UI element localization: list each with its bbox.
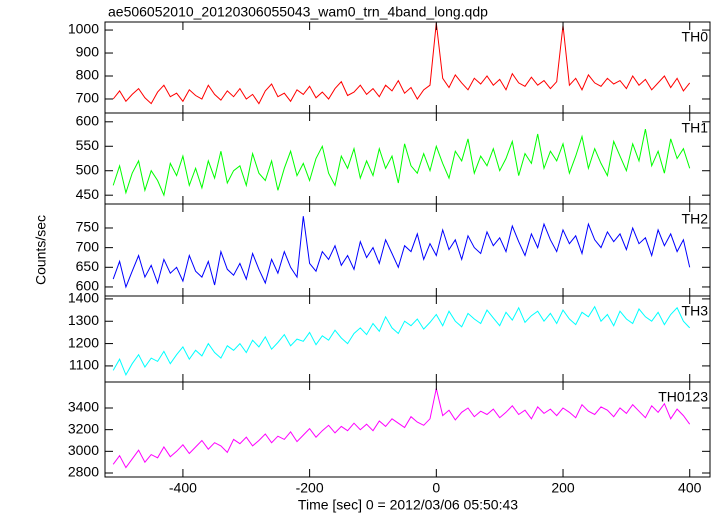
panel-frame — [104, 295, 711, 383]
y-tick-label: 2800 — [68, 464, 99, 480]
series-line — [112, 305, 691, 377]
y-tick-label: 3200 — [68, 420, 99, 436]
series-label: TH0123 — [658, 389, 708, 405]
y-tick-label: 1100 — [69, 357, 99, 373]
y-axis-label: Counts/sec — [33, 215, 49, 285]
y-tick-label: 450 — [76, 186, 100, 202]
x-tick-label: -200 — [296, 480, 324, 496]
series-line — [112, 388, 691, 469]
series-line — [112, 129, 691, 197]
series-label: TH2 — [682, 211, 709, 227]
y-tick-label: 800 — [76, 67, 100, 83]
series-label: TH1 — [682, 120, 709, 136]
y-tick-label: 500 — [76, 161, 100, 177]
series-label: TH3 — [682, 303, 709, 319]
y-tick-label: 1400 — [68, 290, 99, 306]
y-tick-label: 1200 — [68, 334, 99, 350]
y-tick-label: 900 — [76, 44, 100, 60]
y-tick-label: 600 — [76, 278, 100, 294]
y-tick-label: 750 — [76, 219, 100, 235]
y-tick-label: 3400 — [68, 399, 99, 415]
x-tick-label: 400 — [678, 480, 702, 496]
x-tick-label: 0 — [432, 480, 440, 496]
x-axis-label: Time [sec] 0 = 2012/03/06 05:50:43 — [298, 497, 518, 513]
y-tick-label: 700 — [76, 238, 100, 254]
y-tick-label: 550 — [76, 137, 100, 153]
panel-frame — [104, 21, 711, 114]
y-tick-label: 1300 — [68, 312, 99, 328]
y-tick-label: 600 — [76, 113, 100, 129]
x-tick-label: 200 — [551, 480, 575, 496]
panel-frame — [104, 203, 711, 297]
series-line — [112, 23, 691, 105]
y-tick-label: 700 — [76, 90, 100, 106]
x-tick-label: -400 — [169, 480, 197, 496]
series-line — [112, 216, 691, 289]
y-tick-label: 650 — [76, 258, 100, 274]
y-tick-label: 1000 — [68, 21, 99, 37]
y-tick-label: 3000 — [68, 442, 99, 458]
panel-frame — [104, 112, 711, 205]
panel-frame — [104, 381, 711, 478]
series-label: TH0 — [682, 29, 709, 45]
chart-title: ae506052010_20120306055043_wam0_trn_4ban… — [108, 4, 488, 20]
